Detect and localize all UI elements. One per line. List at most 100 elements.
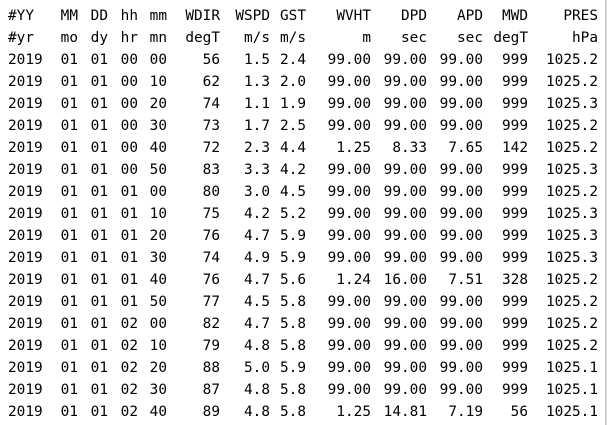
cell-apd: 99.00: [439, 338, 483, 354]
cell-dd: 01: [90, 250, 108, 266]
cell-wdir: 87: [202, 382, 220, 398]
cell-wdir: 76: [202, 228, 220, 244]
cell-pres: 1025.2: [546, 118, 598, 134]
cell-wdir: 80: [202, 184, 220, 200]
cell-mwd: 999: [502, 96, 528, 112]
cell-apd: APD: [457, 8, 483, 24]
cell-apd: 99.00: [439, 74, 483, 90]
cell-gst: 4.2: [280, 162, 306, 178]
cell-dpd: 99.00: [383, 74, 427, 90]
cell-wdir: 82: [202, 316, 220, 332]
cell-pres: 1025.2: [546, 74, 598, 90]
cell-dd: 01: [90, 338, 108, 354]
cell-yy: 2019: [8, 52, 43, 68]
cell-min: 50: [149, 294, 167, 310]
cell-dpd: 99.00: [383, 250, 427, 266]
cell-apd: 7.19: [448, 404, 483, 420]
cell-mm: 01: [60, 162, 78, 178]
cell-dpd: 99.00: [383, 294, 427, 310]
cell-pres: 1025.3: [546, 206, 598, 222]
cell-pres: 1025.3: [546, 228, 598, 244]
cell-min: 00: [149, 184, 167, 200]
cell-dpd: sec: [401, 30, 427, 46]
cell-gst: 5.2: [280, 206, 306, 222]
cell-gst: GST: [280, 8, 306, 24]
cell-wspd: 4.5: [244, 294, 270, 310]
cell-hh: 01: [120, 272, 138, 288]
cell-gst: 5.8: [280, 338, 306, 354]
cell-yy: 2019: [8, 184, 43, 200]
cell-mwd: 999: [502, 382, 528, 398]
cell-hh: 00: [120, 96, 138, 112]
cell-mwd: 999: [502, 162, 528, 178]
cell-apd: 99.00: [439, 360, 483, 376]
cell-wvht: 1.25: [336, 140, 371, 156]
cell-hh: hr: [120, 30, 138, 46]
cell-apd: 99.00: [439, 382, 483, 398]
cell-min: 00: [149, 316, 167, 332]
cell-wvht: 1.25: [336, 404, 371, 420]
cell-apd: 7.65: [448, 140, 483, 156]
cell-min: 30: [149, 382, 167, 398]
cell-yy: 2019: [8, 294, 43, 310]
cell-apd: 99.00: [439, 316, 483, 332]
cell-mwd: 328: [502, 272, 528, 288]
cell-wvht: 99.00: [327, 360, 371, 376]
cell-hh: 02: [120, 338, 138, 354]
cell-wspd: 1.3: [244, 74, 270, 90]
cell-dd: 01: [90, 52, 108, 68]
cell-mm: 01: [60, 140, 78, 156]
cell-wspd: 3.0: [244, 184, 270, 200]
cell-wspd: 1.5: [244, 52, 270, 68]
cell-hh: 02: [120, 360, 138, 376]
cell-hh: 00: [120, 118, 138, 134]
cell-dd: 01: [90, 206, 108, 222]
cell-min: 00: [149, 52, 167, 68]
cell-hh: 01: [120, 228, 138, 244]
cell-dd: 01: [90, 118, 108, 134]
cell-dd: 01: [90, 74, 108, 90]
cell-min: 50: [149, 162, 167, 178]
cell-wspd: 4.9: [244, 250, 270, 266]
cell-wvht: m: [362, 30, 371, 46]
cell-dd: DD: [90, 8, 108, 24]
cell-apd: sec: [457, 30, 483, 46]
cell-yy: #YY: [8, 8, 34, 24]
cell-dd: 01: [90, 184, 108, 200]
cell-wdir: 74: [202, 250, 220, 266]
cell-dd: 01: [90, 316, 108, 332]
cell-pres: 1025.3: [546, 250, 598, 266]
cell-hh: 02: [120, 382, 138, 398]
cell-wdir: 75: [202, 206, 220, 222]
cell-yy: 2019: [8, 228, 43, 244]
cell-apd: 99.00: [439, 294, 483, 310]
cell-pres: hPa: [572, 30, 598, 46]
cell-dd: 01: [90, 294, 108, 310]
cell-mwd: degT: [493, 30, 528, 46]
cell-wdir: 62: [202, 74, 220, 90]
cell-min: 20: [149, 96, 167, 112]
cell-mwd: 999: [502, 294, 528, 310]
cell-wvht: 99.00: [327, 316, 371, 332]
cell-wdir: WDIR: [185, 8, 220, 24]
cell-wspd: WSPD: [235, 8, 270, 24]
cell-mwd: 999: [502, 228, 528, 244]
cell-dpd: 99.00: [383, 96, 427, 112]
cell-gst: m/s: [280, 30, 306, 46]
cell-min: 10: [149, 338, 167, 354]
cell-mm: 01: [60, 74, 78, 90]
cell-yy: 2019: [8, 316, 43, 332]
cell-wvht: 99.00: [327, 294, 371, 310]
cell-min: 40: [149, 404, 167, 420]
cell-hh: hh: [120, 8, 138, 24]
cell-wspd: 1.1: [244, 96, 270, 112]
cell-dd: 01: [90, 382, 108, 398]
cell-mm: 01: [60, 360, 78, 376]
cell-wdir: 89: [202, 404, 220, 420]
cell-wvht: 99.00: [327, 96, 371, 112]
cell-min: mn: [149, 30, 167, 46]
cell-apd: 99.00: [439, 118, 483, 134]
cell-apd: 99.00: [439, 206, 483, 222]
cell-mm: 01: [60, 382, 78, 398]
